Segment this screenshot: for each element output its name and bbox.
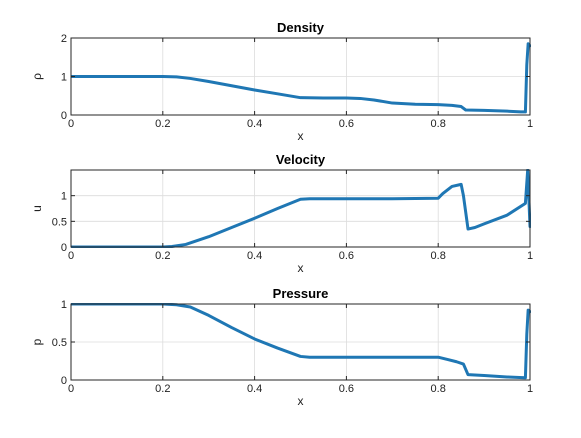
subplot-velocity: 0 0.2 0.4 0.6 0.8 1 0 0.5 1 Velocity x u — [30, 152, 533, 275]
series-line-p — [71, 303, 531, 380]
x-tick-label: 0.2 — [155, 118, 170, 130]
x-tick-label: 1 — [527, 118, 533, 130]
x-tick-label: 0.8 — [431, 383, 446, 395]
x-tick-label: 0.8 — [431, 250, 446, 262]
y-tick-label: 0.5 — [52, 337, 67, 349]
y-axis-label: ρ — [30, 73, 44, 80]
subplot-title: Pressure — [273, 286, 329, 301]
x-axis-label: x — [298, 261, 304, 275]
x-tick-label: 1 — [527, 250, 533, 262]
y-tick-label: 1 — [61, 191, 67, 203]
x-tick-label: 0.4 — [247, 118, 262, 130]
series-line-rho — [71, 42, 531, 114]
y-tick-label: 0 — [61, 110, 67, 122]
x-tick-label: 0.2 — [155, 383, 170, 395]
axes-frame — [70, 169, 531, 248]
y-tick-label: 0 — [61, 242, 67, 254]
x-tick-label: 0.6 — [339, 250, 354, 262]
x-tick-label: 0 — [68, 118, 74, 130]
y-tick-label: 0.5 — [52, 216, 67, 228]
x-tick-label: 0.2 — [155, 250, 170, 262]
y-tick-label: 1 — [61, 299, 67, 311]
x-axis-label: x — [298, 394, 304, 408]
y-axis-label: u — [30, 205, 44, 212]
y-tick-label: 2 — [61, 33, 67, 45]
x-tick-label: 0 — [68, 383, 74, 395]
x-tick-label: 0.6 — [339, 118, 354, 130]
x-axis-label: x — [298, 129, 304, 143]
y-tick-label: 0 — [61, 375, 67, 387]
plots-container: 0 0.2 0.4 0.6 0.8 1 0 1 2 Density x ρ 0 0.2 0.4 0.6 0.8 1… — [30, 20, 533, 408]
subplot-title: Density — [277, 20, 325, 35]
y-axis-label: p — [30, 338, 44, 345]
x-tick-label: 0.8 — [431, 118, 446, 130]
x-tick-label: 1 — [527, 383, 533, 395]
x-tick-label: 0 — [68, 250, 74, 262]
subplot-title: Velocity — [276, 152, 326, 167]
subplot-density: 0 0.2 0.4 0.6 0.8 1 0 1 2 Density x ρ — [30, 20, 533, 143]
series-line-u — [71, 169, 531, 248]
y-tick-label: 1 — [61, 72, 67, 84]
x-tick-label: 0.4 — [247, 383, 262, 395]
x-tick-label: 0.6 — [339, 383, 354, 395]
subplot-pressure: 0 0.2 0.4 0.6 0.8 1 0 0.5 1 Pressure x p — [30, 286, 533, 408]
x-tick-label: 0.4 — [247, 250, 262, 262]
